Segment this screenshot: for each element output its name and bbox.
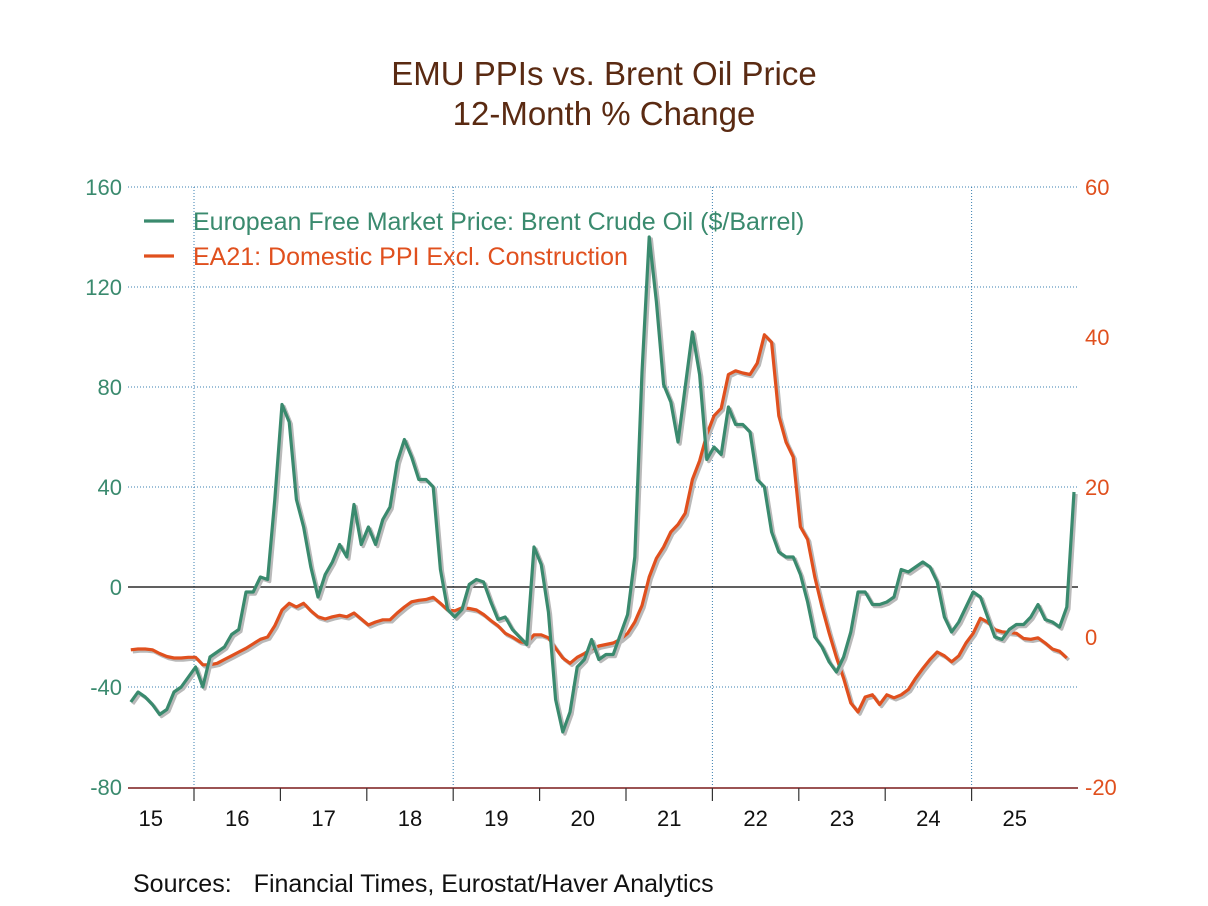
right-axis-tick-label: 40 — [1085, 325, 1109, 350]
x-tick-label: 21 — [657, 806, 681, 831]
x-tick-label: 23 — [830, 806, 854, 831]
x-tick-label: 19 — [484, 806, 508, 831]
x-tick-label: 17 — [311, 806, 335, 831]
left-axis-tick-label: 40 — [98, 475, 122, 500]
right-axis-tick-label: -20 — [1085, 775, 1117, 800]
legend-label: EA21: Domestic PPI Excl. Construction — [193, 243, 628, 271]
right-axis-tick-label: 60 — [1085, 175, 1109, 200]
legend-label: European Free Market Price: Brent Crude … — [193, 208, 804, 236]
chart-subtitle: 12-Month % Change — [452, 95, 756, 132]
x-tick-label: 16 — [225, 806, 249, 831]
series-shadow — [132, 335, 1070, 716]
left-axis-tick-label: 80 — [98, 375, 122, 400]
left-axis-tick-label: 160 — [85, 175, 122, 200]
left-axis-tick-label: 120 — [85, 275, 122, 300]
series-0 — [129, 235, 1078, 736]
series-line — [129, 235, 1076, 734]
sources-note: Sources: Financial Times, Eurostat/Haver … — [133, 870, 736, 899]
right-axis-tick-label: 0 — [1085, 625, 1097, 650]
x-tick-label: 15 — [139, 806, 163, 831]
x-tick-label: 22 — [743, 806, 767, 831]
sources-text: Financial Times, Eurostat/Haver Analytic… — [253, 870, 714, 898]
chart-title: EMU PPIs vs. Brent Oil Price — [391, 55, 817, 92]
left-axis-tick-label: -40 — [90, 675, 122, 700]
left-axis-tick-label: 0 — [110, 575, 122, 600]
x-tick-label: 25 — [1003, 806, 1027, 831]
sources-label: Sources: — [133, 870, 232, 898]
x-tick-label: 18 — [398, 806, 422, 831]
left-axis-tick-label: -80 — [90, 775, 122, 800]
right-axis-tick-label: 20 — [1085, 475, 1109, 500]
x-tick-label: 24 — [916, 806, 940, 831]
x-tick-label: 20 — [571, 806, 595, 831]
